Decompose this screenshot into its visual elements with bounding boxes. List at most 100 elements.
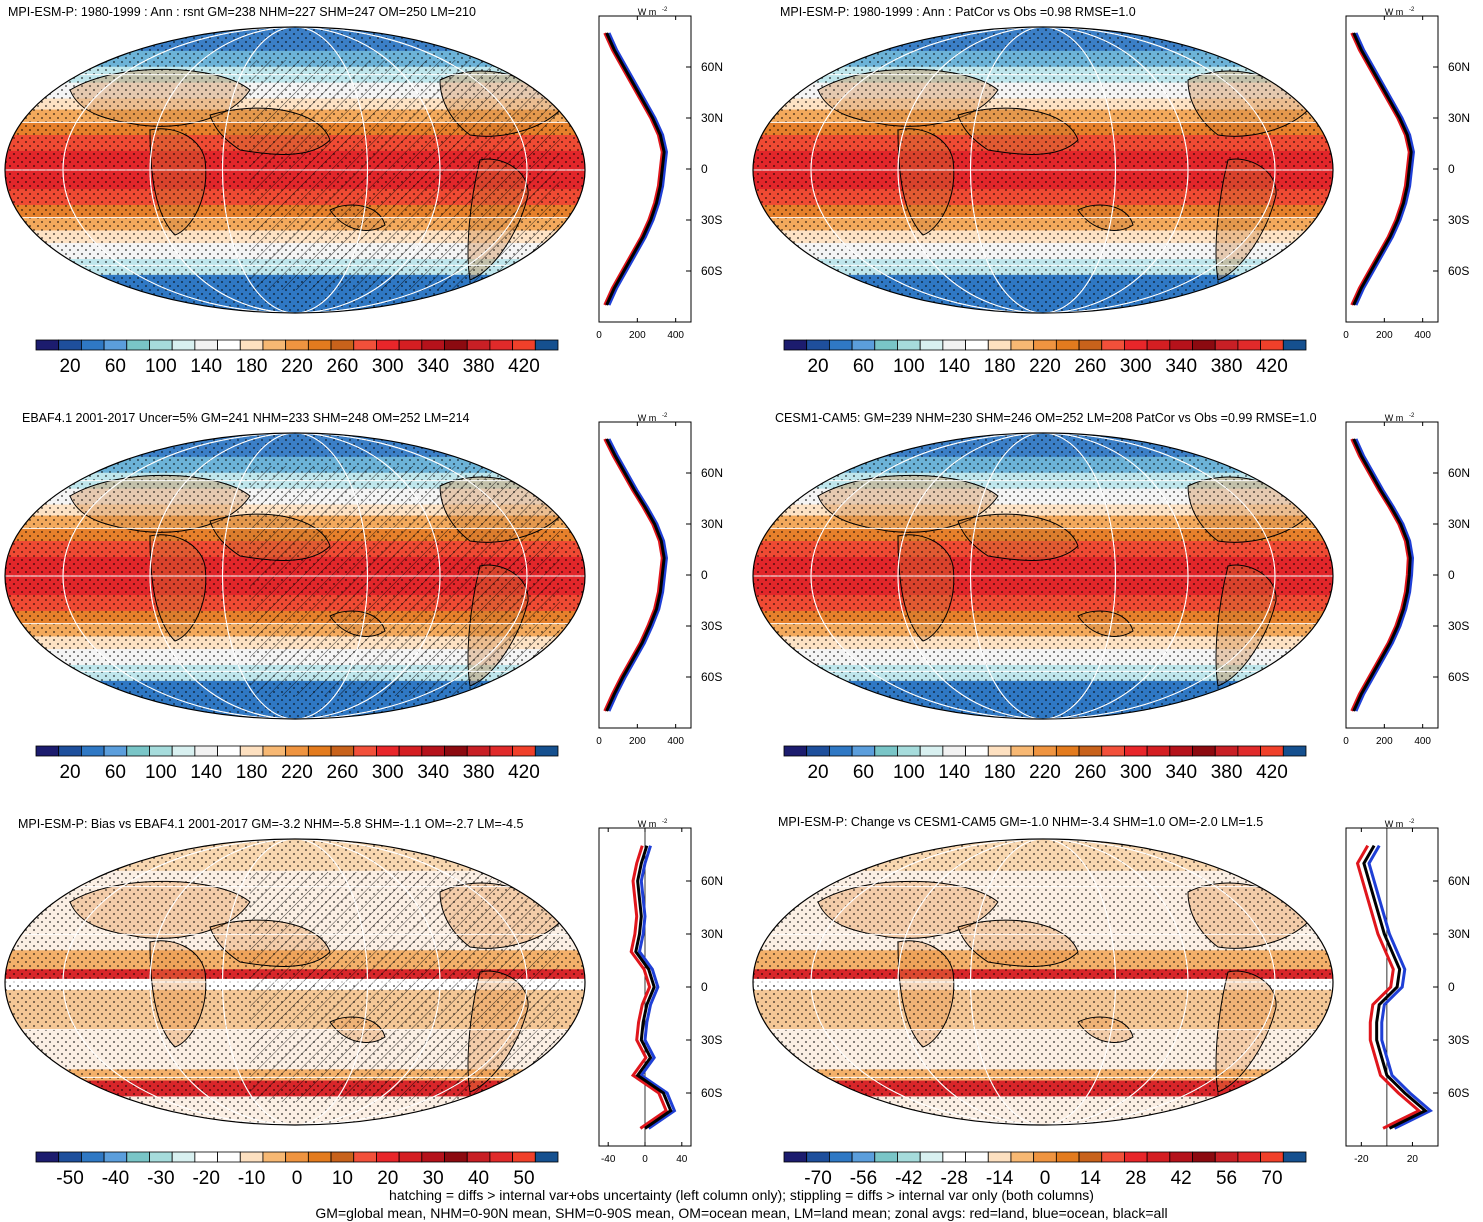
lat-tick-label: 60S bbox=[701, 1086, 722, 1100]
panel-title-2: MPI-ESM-P: 1980-1999 : Ann : PatCor vs O… bbox=[780, 5, 1136, 19]
colorbar-label: 380 bbox=[463, 762, 495, 783]
grid-lon bbox=[222, 433, 368, 719]
colorbar-label: 60 bbox=[853, 762, 874, 783]
footer-note-2: GM=global mean, NHM=0-90N mean, SHM=0-90… bbox=[315, 1205, 1168, 1221]
colorbar-swatch bbox=[262, 1151, 287, 1163]
colorbar-swatch bbox=[307, 1151, 332, 1163]
colorbar-swatch bbox=[398, 1151, 423, 1163]
colorbar-label: 20 bbox=[807, 762, 828, 783]
colorbar-swatch bbox=[987, 1151, 1012, 1163]
grid-lon bbox=[810, 27, 1276, 313]
colorbar-swatch bbox=[353, 1151, 377, 1163]
grid-lon bbox=[970, 433, 1116, 719]
lat-tick-label: 30S bbox=[1448, 619, 1469, 633]
lat-tick-label: 0 bbox=[1448, 568, 1455, 582]
colorbar-swatch bbox=[194, 1151, 218, 1163]
zonal-unit: W m bbox=[1385, 7, 1404, 17]
hatching bbox=[250, 872, 560, 1102]
colorbar-swatch bbox=[126, 1151, 150, 1163]
lat-tick-label: 0 bbox=[1448, 980, 1455, 994]
grid-lon bbox=[62, 27, 528, 313]
colorbar-label: 56 bbox=[1216, 1168, 1237, 1189]
colorbar-swatch bbox=[942, 1151, 966, 1163]
colorbar-label: -50 bbox=[56, 1168, 83, 1189]
colorbar-swatch bbox=[965, 745, 989, 757]
colorbar-swatch bbox=[58, 339, 82, 351]
lat-tick-label: 0 bbox=[701, 980, 708, 994]
colorbar-swatch bbox=[194, 339, 218, 351]
colorbar-label: 50 bbox=[513, 1168, 534, 1189]
colorbar-swatch bbox=[330, 339, 355, 351]
colorbar-label: 180 bbox=[236, 356, 268, 377]
colorbar-swatch bbox=[171, 339, 196, 351]
colorbar-swatch bbox=[149, 1151, 173, 1163]
panel-title-1: MPI-ESM-P: 1980-1999 : Ann : rsnt GM=238… bbox=[8, 5, 476, 19]
colorbar-label: 300 bbox=[372, 356, 404, 377]
colorbar-swatch bbox=[1010, 745, 1035, 757]
colorbar-swatch bbox=[783, 339, 808, 351]
zonal-line-land bbox=[603, 438, 664, 712]
colorbar-swatch bbox=[1146, 745, 1171, 757]
grid-lon bbox=[810, 839, 1276, 1125]
map-mpi-bias bbox=[4, 838, 586, 1126]
colorbar-swatch bbox=[489, 1151, 514, 1163]
colorbar-3: 20 60 100 140 180 220 260 300 340 380 420 bbox=[35, 745, 559, 783]
colorbar-swatch bbox=[534, 745, 559, 757]
grid-lon bbox=[62, 839, 528, 1125]
colorbar-swatch bbox=[489, 339, 514, 351]
colorbar-label: 420 bbox=[1256, 356, 1288, 377]
zonal-line-ocean bbox=[1354, 438, 1415, 712]
panel-title-5: MPI-ESM-P: Bias vs EBAF4.1 2001-2017 GM=… bbox=[18, 817, 524, 831]
colorbar-label: 300 bbox=[372, 762, 404, 783]
stippling bbox=[753, 433, 1333, 719]
colorbar-label: 260 bbox=[1075, 762, 1107, 783]
grid-lon bbox=[897, 27, 1189, 313]
colorbar-swatch bbox=[1033, 1151, 1057, 1163]
zonal-unit-sup: -2 bbox=[1409, 7, 1415, 13]
x-tick-label: 200 bbox=[1376, 330, 1393, 341]
map-cesm-clim bbox=[752, 432, 1334, 720]
colorbar-label: 380 bbox=[1211, 762, 1243, 783]
colorbar-swatch bbox=[398, 745, 423, 757]
colorbar-swatch bbox=[1282, 745, 1307, 757]
x-tick-label: 0 bbox=[596, 736, 602, 747]
colorbar-swatch bbox=[1101, 339, 1125, 351]
zonal-frame bbox=[1345, 421, 1439, 729]
colorbar-label: -56 bbox=[850, 1168, 877, 1189]
colorbar-label: 20 bbox=[377, 1168, 398, 1189]
map-outline bbox=[752, 838, 1334, 1126]
lat-tick-label: 30S bbox=[1448, 213, 1469, 227]
map-outline bbox=[4, 432, 586, 720]
colorbar-label: 300 bbox=[1120, 762, 1152, 783]
lat-tick-label: 30S bbox=[701, 213, 722, 227]
grid-lon bbox=[897, 839, 1189, 1125]
colorbar-swatch bbox=[80, 1151, 105, 1163]
zonal-line-all bbox=[1362, 844, 1428, 1130]
colorbar-swatch bbox=[285, 745, 309, 757]
map-outline bbox=[4, 26, 586, 314]
zonal-plot-4: W m -2 60N 30N 0 30S 60S 0 200 400 bbox=[1343, 413, 1470, 747]
colorbar-label: 220 bbox=[281, 762, 313, 783]
colorbar-swatch bbox=[285, 1151, 309, 1163]
colorbar-swatch bbox=[466, 745, 491, 757]
grid-lon bbox=[149, 27, 441, 313]
colorbar-swatch bbox=[1124, 745, 1148, 757]
colorbar-6: -70 -56 -42 -28 -14 0 14 28 42 56 70 bbox=[783, 1151, 1307, 1189]
colorbar-label: 100 bbox=[145, 356, 177, 377]
colorbar-swatch bbox=[512, 745, 536, 757]
colorbar-swatch bbox=[80, 745, 105, 757]
colorbar-swatch bbox=[466, 1151, 491, 1163]
colorbar-swatch bbox=[783, 745, 808, 757]
colorbar-label: 40 bbox=[468, 1168, 489, 1189]
colorbar-swatch bbox=[330, 745, 355, 757]
colorbar-label: 0 bbox=[1040, 1168, 1051, 1189]
zonal-unit-sup: -2 bbox=[662, 7, 668, 13]
colorbar-swatch bbox=[444, 1151, 468, 1163]
colorbar-swatch bbox=[1260, 745, 1284, 757]
colorbar-swatch bbox=[828, 1151, 853, 1163]
map-outline bbox=[752, 26, 1334, 314]
colorbar-swatch bbox=[421, 745, 445, 757]
colorbar-label: 20 bbox=[807, 356, 828, 377]
colorbar-swatch bbox=[307, 339, 332, 351]
x-tick-label: 200 bbox=[629, 330, 646, 341]
